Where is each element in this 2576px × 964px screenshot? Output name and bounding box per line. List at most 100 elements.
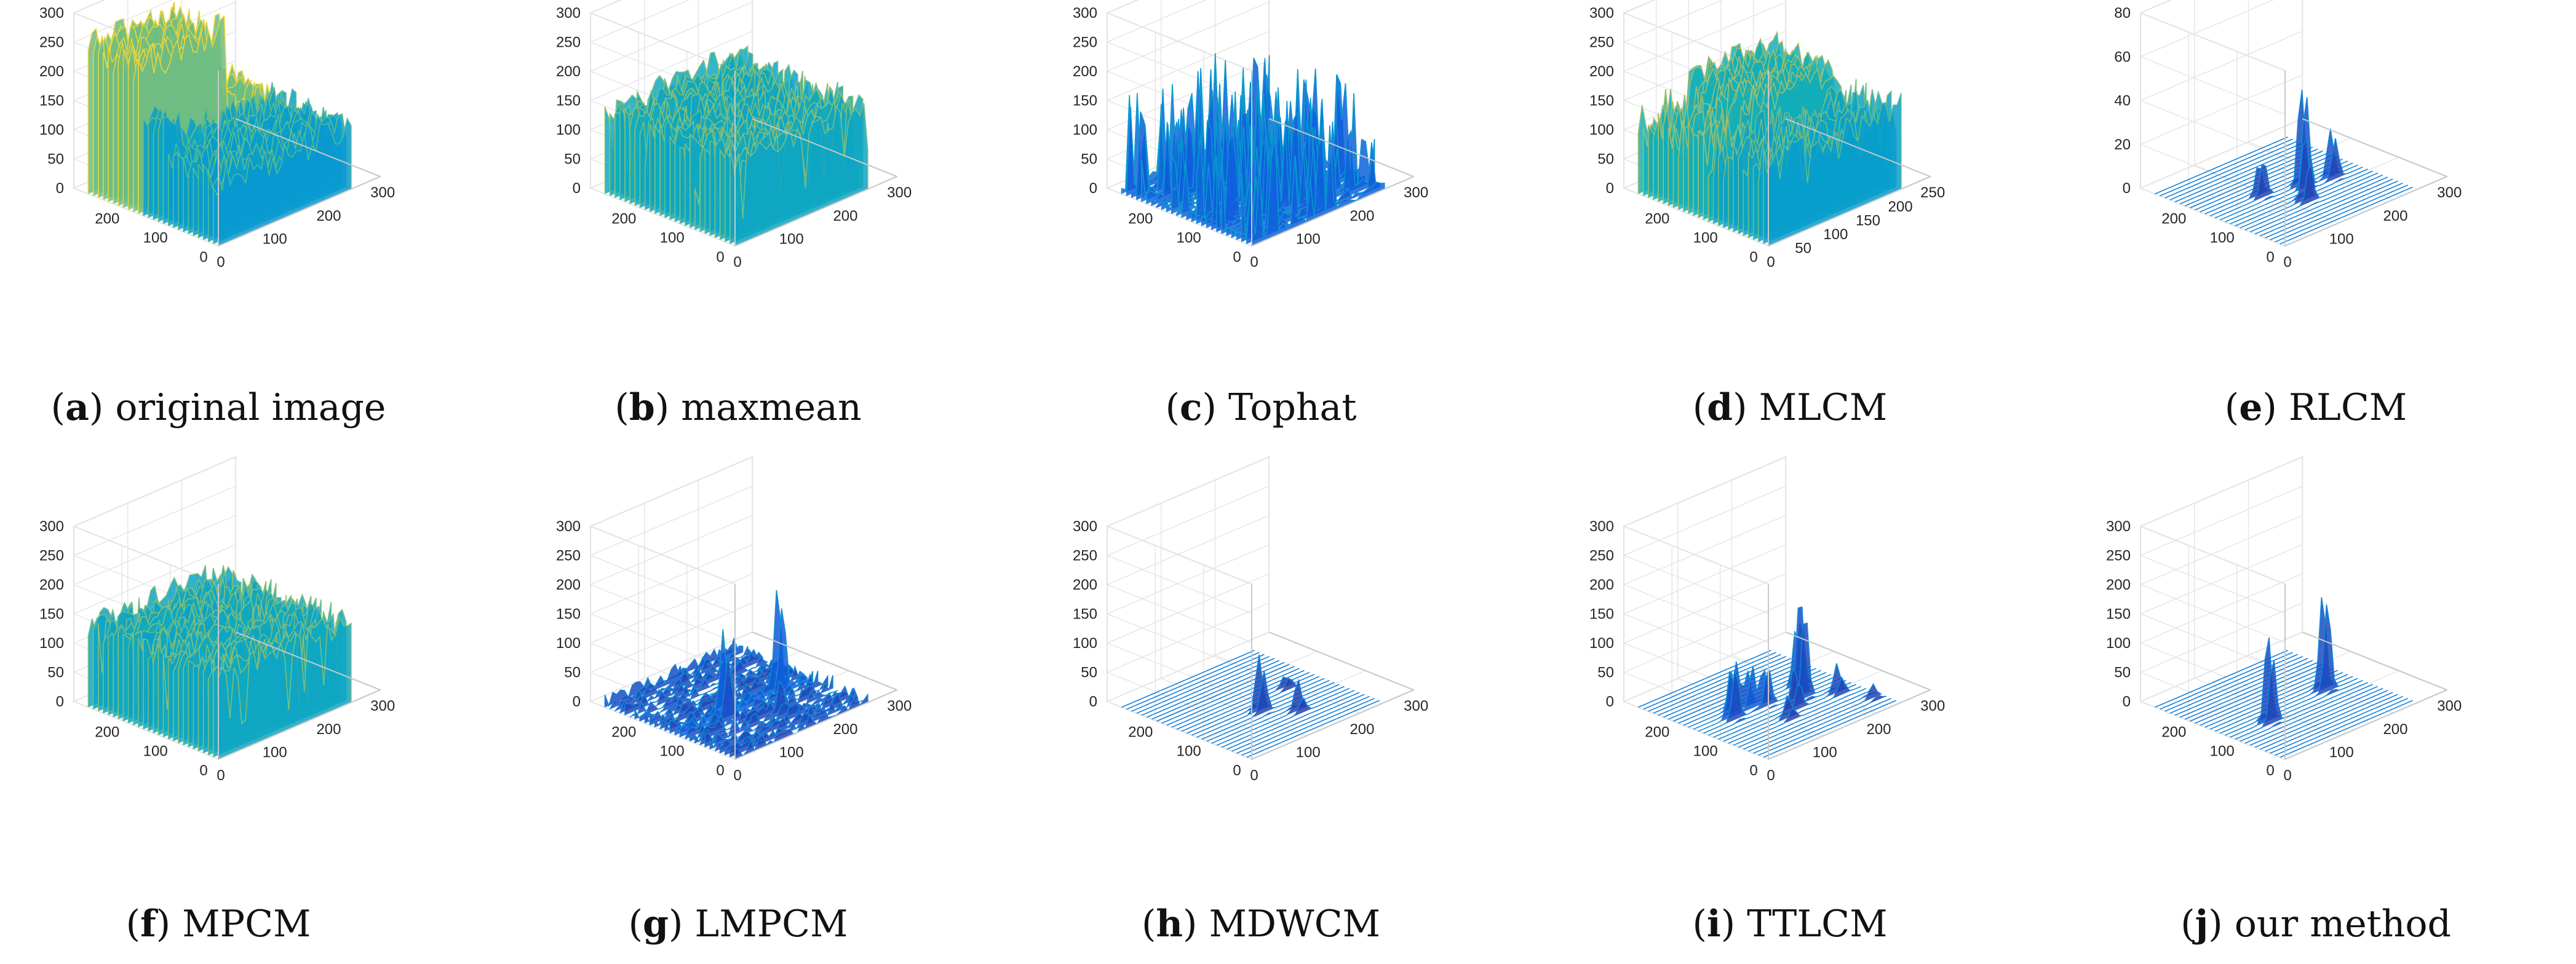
y-axis-line	[1268, 631, 1414, 691]
surface-strip	[1206, 684, 1340, 742]
chart-panel-e: 0 20 40 60 80 0 100 200 300 0 100 200	[2114, 0, 2462, 271]
y-axis-line	[1785, 631, 1931, 691]
surface-strip	[1703, 670, 1837, 734]
x-tick-label: 200	[1888, 199, 1913, 215]
caption-paren-close: )	[156, 903, 183, 946]
surface-strip	[704, 679, 838, 748]
surface-strip	[2195, 666, 2328, 724]
box-edges	[1768, 71, 1931, 247]
z-tick-label: 300	[2106, 518, 2131, 535]
z-tick-label: 200	[39, 577, 64, 593]
y-tick-label: 0	[2266, 762, 2274, 779]
box-edges	[1251, 584, 1414, 760]
x-axis-line	[1768, 176, 1931, 247]
caption-letter: i	[1706, 903, 1721, 946]
surface-strip	[1246, 121, 1380, 244]
caption-letter: g	[642, 903, 669, 946]
surface-strip	[2235, 660, 2368, 740]
x-tick-label: 100	[779, 744, 804, 761]
z-tick-label: 300	[1589, 5, 1614, 22]
surface	[87, 1, 352, 246]
x-tick-label: 200	[1350, 208, 1374, 224]
surface-strip	[2190, 663, 2323, 722]
y-tick-label: 0	[199, 762, 207, 779]
caption-letter: b	[629, 386, 655, 429]
y-tick-label: 0	[716, 762, 724, 779]
y-tick-label: 200	[1645, 724, 1669, 740]
x-tick-label: 0	[1767, 254, 1775, 271]
z-tick-label: 300	[39, 518, 64, 535]
z-tick-label: 50	[2114, 665, 2131, 681]
z-tick-label: 250	[556, 34, 581, 51]
x-tick-label: 0	[2283, 767, 2291, 784]
caption-a: (a) original image	[34, 386, 403, 429]
z-tick-label: 100	[2106, 635, 2131, 652]
z-tick-label: 250	[1589, 548, 1614, 564]
box-edges	[218, 584, 381, 760]
surface	[1121, 53, 1385, 246]
z-tick-label: 0	[1606, 180, 1614, 197]
x-tick-label: 300	[1920, 698, 1945, 714]
y-axis-line	[752, 118, 897, 178]
surface-strip	[2275, 698, 2408, 756]
caption-d: (d) MLCM	[1605, 386, 1974, 429]
z-tick-label: 300	[1589, 518, 1614, 535]
surface-strip	[1763, 700, 1897, 758]
surface-strip	[2270, 182, 2403, 240]
z-tick-label: 50	[1597, 665, 1614, 681]
surface-strip	[2240, 684, 2373, 742]
z-tick-label: 250	[1589, 34, 1614, 51]
y-gridline	[1251, 584, 1414, 761]
x-axis-line	[1768, 689, 1931, 760]
x-tick-label: 0	[733, 254, 741, 271]
y-tick-label: 100	[660, 743, 685, 760]
surface-strip	[2155, 136, 2288, 195]
x-tick-label: 100	[1823, 226, 1848, 243]
surface-strip	[1758, 698, 1891, 756]
surface-strip	[1126, 652, 1260, 710]
y-gridline	[2284, 584, 2447, 761]
z-tick-label: 150	[39, 93, 64, 109]
y-axis-line	[235, 118, 381, 178]
x-axis-line	[2284, 689, 2447, 760]
surface-strip	[2165, 140, 2298, 199]
z-tick-label: 0	[2123, 693, 2131, 710]
caption-name: original image	[115, 386, 386, 429]
surface-strip	[1713, 622, 1847, 738]
surface	[604, 45, 869, 246]
surface-strip	[2249, 174, 2383, 232]
z-tick-label: 100	[1073, 635, 1097, 652]
y-tick-label: 100	[143, 743, 168, 760]
surface-strip	[218, 615, 352, 759]
z-tick-label: 200	[1589, 577, 1614, 593]
z-tick-label: 0	[573, 180, 581, 197]
surface-strip	[1246, 700, 1380, 758]
caption-name: TTLCM	[1747, 903, 1888, 946]
caption-paren-close: )	[654, 386, 682, 429]
surface-strip	[2169, 142, 2304, 200]
z-tick-label: 80	[2114, 5, 2131, 22]
x-tick-label: 300	[2437, 184, 2462, 201]
z-tick-label: 100	[39, 635, 64, 652]
z-tick-label: 50	[1597, 151, 1614, 168]
surface-strip	[1241, 698, 1375, 756]
y-tick-label: 200	[611, 724, 636, 740]
z-tick-label: 150	[556, 93, 581, 109]
surface-strip	[2249, 687, 2383, 746]
z-tick-label: 250	[1073, 548, 1097, 564]
y-tick-label: 0	[2266, 249, 2274, 266]
surface-strip	[2179, 146, 2313, 205]
caption-paren-close: )	[1733, 386, 1759, 429]
y-tick-label: 100	[1693, 230, 1718, 247]
surface-strip	[1733, 687, 1867, 746]
z-tick-label: 150	[39, 606, 64, 623]
chart-panel-c: 0 50 100 150 200 250 300 0 100 200 300 0 100 200	[1073, 0, 1428, 271]
z-tick-label: 50	[1081, 151, 1097, 168]
z-tick-label: 250	[39, 34, 64, 51]
caption-letter: f	[140, 903, 156, 946]
x-tick-label: 200	[2383, 721, 2407, 738]
box-edges	[2284, 584, 2447, 760]
surface-strip	[1236, 695, 1370, 754]
surface-strip	[734, 103, 869, 246]
surface-strip	[2259, 692, 2393, 750]
